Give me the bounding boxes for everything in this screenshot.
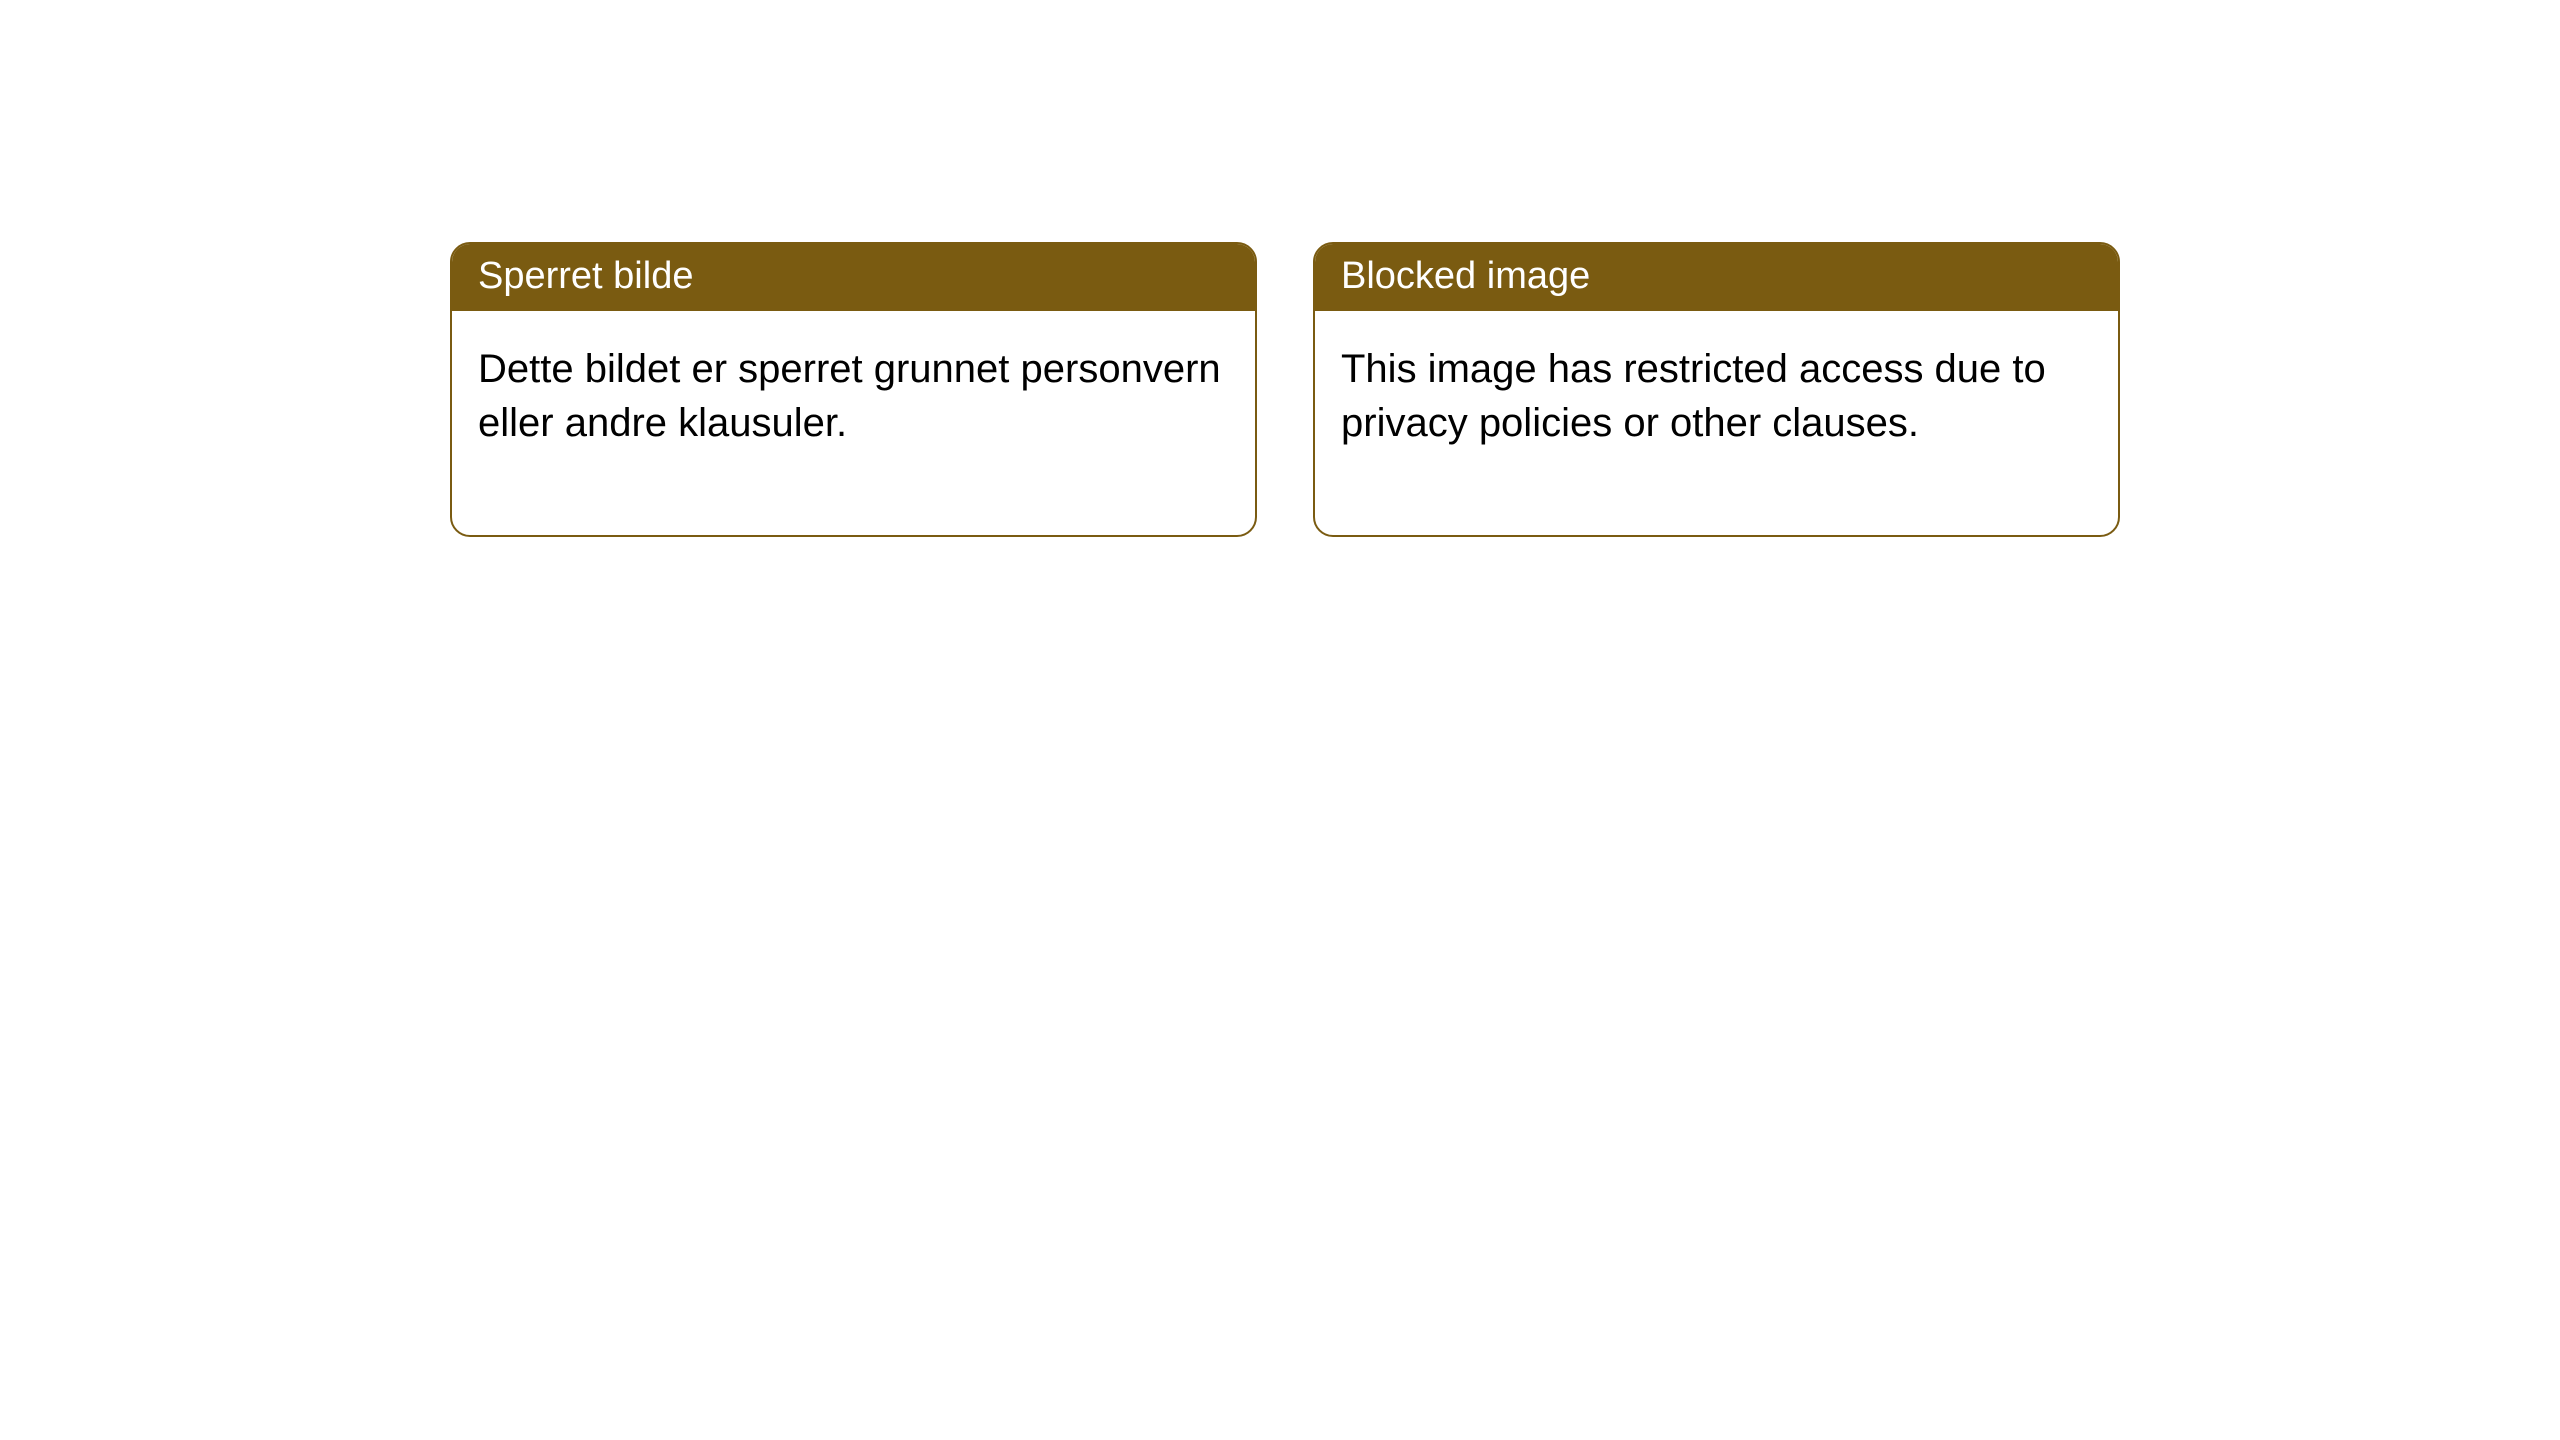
notice-text: Dette bildet er sperret grunnet personve… (478, 347, 1221, 444)
notice-container: Sperret bilde Dette bildet er sperret gr… (0, 0, 2560, 537)
notice-body: Dette bildet er sperret grunnet personve… (452, 311, 1255, 535)
notice-card-norwegian: Sperret bilde Dette bildet er sperret gr… (450, 242, 1257, 537)
notice-body: This image has restricted access due to … (1315, 311, 2118, 535)
notice-header: Blocked image (1315, 244, 2118, 311)
notice-text: This image has restricted access due to … (1341, 347, 2046, 444)
notice-header: Sperret bilde (452, 244, 1255, 311)
notice-title: Sperret bilde (478, 255, 693, 297)
notice-card-english: Blocked image This image has restricted … (1313, 242, 2120, 537)
notice-title: Blocked image (1341, 255, 1590, 297)
